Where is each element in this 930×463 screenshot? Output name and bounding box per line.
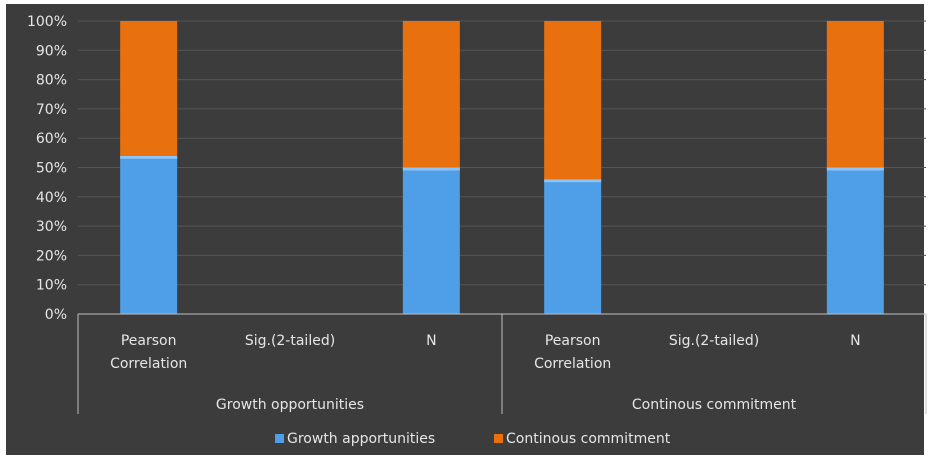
- x-category-label-line: Pearson: [545, 333, 601, 349]
- bar-segment-continous-commitment: [403, 21, 460, 168]
- legend-swatch: [275, 434, 284, 443]
- bar-segment-growth-apportunities: [120, 156, 177, 314]
- y-tick-label: 0%: [45, 307, 67, 323]
- bar-segment-growth-apportunities: [827, 168, 884, 315]
- y-tick-label: 50%: [36, 161, 67, 177]
- bar-segment-highlight: [827, 168, 884, 171]
- legend-label: Growth apportunities: [287, 431, 435, 447]
- x-category-label: Sig.(2-tailed): [245, 333, 335, 349]
- bar-segment-highlight: [120, 156, 177, 159]
- bar-segment-continous-commitment: [544, 21, 601, 179]
- bar-segment-highlight: [544, 179, 601, 182]
- legend-label: Continous commitment: [506, 431, 671, 447]
- bar-segment-continous-commitment: [827, 21, 884, 168]
- legend-swatch: [494, 434, 503, 443]
- x-category-label-line: Sig.(2-tailed): [245, 333, 335, 349]
- y-tick-label: 20%: [36, 248, 67, 264]
- y-tick-label: 100%: [27, 14, 67, 30]
- x-category-label-line: Sig.(2-tailed): [669, 333, 759, 349]
- y-tick-label: 90%: [36, 43, 67, 59]
- x-category-label-line: N: [850, 333, 860, 349]
- y-tick-label: 40%: [36, 190, 67, 206]
- bar-segment-growth-apportunities: [544, 179, 601, 314]
- x-category-label: Sig.(2-tailed): [669, 333, 759, 349]
- x-category-label: N: [426, 333, 436, 349]
- bar-segment-continous-commitment: [120, 21, 177, 156]
- y-tick-label: 30%: [36, 219, 67, 235]
- x-category-label-line: Correlation: [110, 356, 187, 372]
- y-tick-label: 60%: [36, 131, 67, 147]
- bar-segment-growth-apportunities: [403, 168, 460, 315]
- y-tick-label: 10%: [36, 278, 67, 294]
- y-tick-label: 70%: [36, 102, 67, 118]
- y-tick-label: 80%: [36, 73, 67, 89]
- x-group-label: Growth opportunities: [216, 397, 364, 413]
- x-category-label-line: N: [426, 333, 436, 349]
- x-group-label: Continous commitment: [632, 397, 797, 413]
- x-category-label-line: Pearson: [121, 333, 177, 349]
- x-category-label: N: [850, 333, 860, 349]
- bar-segment-highlight: [403, 168, 460, 171]
- x-category-label-line: Correlation: [534, 356, 611, 372]
